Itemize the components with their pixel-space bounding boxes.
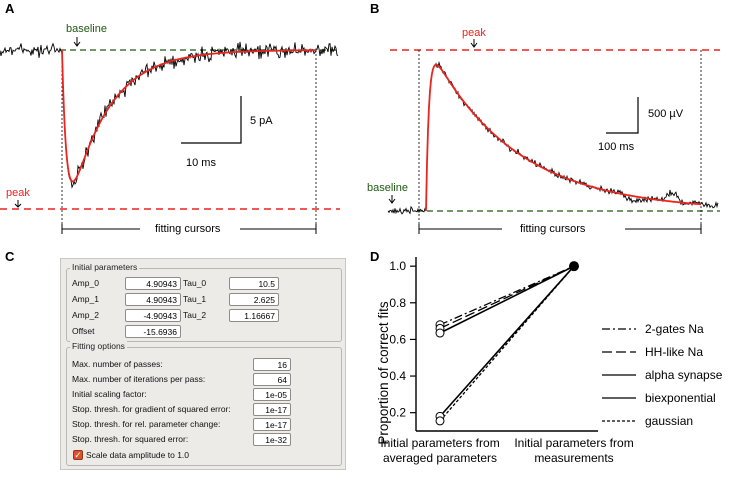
offset-label: Offset bbox=[72, 326, 95, 336]
x-category-label: Initial parameters from bbox=[514, 436, 633, 450]
param-amp-input[interactable]: 4.90943 bbox=[125, 277, 181, 290]
cursor-label-b: fitting cursors bbox=[520, 223, 586, 235]
fitting-option-input[interactable]: 1e-32 bbox=[253, 433, 291, 446]
fitting-option-label: Stop. thresh. for squared error: bbox=[72, 434, 189, 444]
peak-label-a: peak bbox=[6, 187, 30, 199]
param-amp-input[interactable]: 4.90943 bbox=[125, 293, 181, 306]
cursor-bracket-b bbox=[418, 224, 702, 234]
panel-b-trace-plot: peak baseline 500 µV 100 ms fitting curs… bbox=[367, 27, 720, 235]
scale-amplitude-checkbox[interactable]: ✓ bbox=[73, 450, 83, 460]
fitting-option-input[interactable]: 1e-05 bbox=[253, 388, 291, 401]
series-line-hh-like-na bbox=[439, 265, 575, 330]
series-line-biexponential bbox=[439, 265, 575, 417]
fitting-option-input[interactable]: 16 bbox=[253, 358, 291, 371]
panel-label-a: A bbox=[5, 1, 15, 16]
fitting-option-label: Max. number of iterations per pass: bbox=[72, 374, 206, 384]
panel-a-trace-plot: baseline peak 5 pA 10 ms fitting cursors bbox=[0, 23, 340, 235]
param-name-label: Amp_2 bbox=[72, 310, 99, 320]
fitting-options-title: Fitting options bbox=[70, 341, 127, 351]
y-tick-label: 0.6 bbox=[389, 332, 406, 346]
param-name-label: Amp_0 bbox=[72, 278, 99, 288]
fit-curve-b bbox=[425, 63, 702, 212]
x-category-label: measurements bbox=[534, 451, 613, 465]
series-line-alpha-synapse bbox=[439, 265, 575, 334]
panel-label-b: B bbox=[370, 1, 380, 16]
scale-x-label-a: 10 ms bbox=[186, 157, 216, 169]
baseline-arrow-a bbox=[73, 37, 81, 47]
fitting-option-label: Initial scaling factor: bbox=[72, 389, 147, 399]
x-category-label: Initial parameters from bbox=[380, 436, 499, 450]
fit-curve-a bbox=[61, 49, 317, 183]
peak-label-b: peak bbox=[462, 27, 486, 39]
proportion-correct-fits-chart: Proportion of correct fits 0.2 0.4 0.6 0.8 1… bbox=[376, 257, 723, 465]
baseline-label-a: baseline bbox=[66, 23, 107, 35]
data-point-averaged bbox=[435, 328, 445, 338]
param-tau-label: Tau_0 bbox=[183, 278, 207, 288]
scale-y-label-b: 500 µV bbox=[648, 108, 684, 120]
data-point-averaged bbox=[435, 416, 445, 426]
scale-y-label-a: 5 pA bbox=[250, 115, 273, 127]
param-amp-input[interactable]: -4.90943 bbox=[125, 309, 181, 322]
scale-bar-a bbox=[181, 96, 242, 144]
param-tau-input[interactable]: 2.625 bbox=[229, 293, 279, 306]
y-axis-label: Proportion of correct fits bbox=[376, 301, 391, 445]
scale-amplitude-label: Scale data amplitude to 1.0 bbox=[86, 450, 190, 460]
fitting-option-input[interactable]: 1e-17 bbox=[253, 418, 291, 431]
peak-arrow-b bbox=[470, 39, 478, 48]
cursor-label-a: fitting cursors bbox=[155, 223, 221, 235]
x-category-label: averaged parameters bbox=[383, 451, 497, 465]
legend-label: biexponential bbox=[645, 391, 716, 405]
legend-label: HH-like Na bbox=[645, 345, 703, 359]
series-line-gaussian bbox=[439, 265, 575, 422]
fitting-option-input[interactable]: 64 bbox=[253, 373, 291, 386]
cursor-bracket-a bbox=[61, 224, 317, 234]
panel-label-d: D bbox=[370, 249, 380, 264]
param-tau-input[interactable]: 10.5 bbox=[229, 277, 279, 290]
legend-label: 2-gates Na bbox=[645, 322, 704, 336]
fitting-option-input[interactable]: 1e-17 bbox=[253, 403, 291, 416]
fitting-options-group bbox=[66, 347, 342, 466]
fitting-dialog: Initial parameters Fitting options ✓ Sca… bbox=[60, 258, 346, 470]
fitting-option-label: Stop. thresh. for rel. parameter change: bbox=[72, 419, 221, 429]
param-name-label: Amp_1 bbox=[72, 294, 99, 304]
y-tick-label: 0.4 bbox=[389, 369, 406, 383]
initial-parameters-title: Initial parameters bbox=[70, 262, 140, 272]
data-point-measurements bbox=[569, 261, 579, 272]
fitting-option-label: Max. number of passes: bbox=[72, 359, 163, 369]
scale-bar-b bbox=[606, 97, 639, 134]
param-tau-input[interactable]: 1.16667 bbox=[229, 309, 279, 322]
y-tick-label: 0.8 bbox=[389, 296, 406, 310]
baseline-arrow-b bbox=[388, 195, 396, 204]
baseline-label-b: baseline bbox=[367, 182, 408, 194]
legend-label: gaussian bbox=[645, 414, 693, 428]
param-tau-label: Tau_1 bbox=[183, 294, 207, 304]
param-tau-label: Tau_2 bbox=[183, 310, 207, 320]
fitting-option-label: Stop. thresh. for gradient of squared er… bbox=[72, 404, 231, 414]
series-line-2-gates-na bbox=[439, 265, 575, 326]
offset-input[interactable]: -15.6936 bbox=[125, 325, 181, 338]
noisy-trace-b bbox=[387, 60, 719, 215]
y-tick-label: 1.0 bbox=[389, 259, 406, 273]
noisy-trace-a bbox=[0, 41, 339, 189]
legend-label: alpha synapse bbox=[645, 368, 723, 382]
peak-arrow-a bbox=[14, 200, 22, 208]
initial-parameters-group bbox=[66, 268, 342, 342]
panel-label-c: C bbox=[5, 249, 15, 264]
scale-x-label-b: 100 ms bbox=[598, 141, 635, 153]
y-tick-label: 0.2 bbox=[389, 406, 406, 420]
